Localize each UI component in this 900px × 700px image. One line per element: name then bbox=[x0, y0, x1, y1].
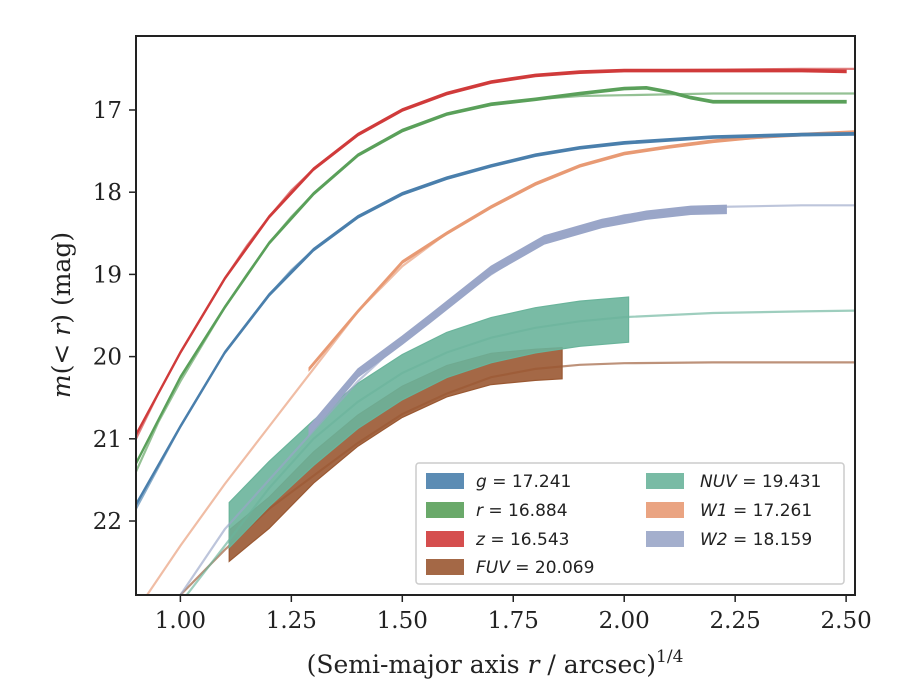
legend-swatch-w2 bbox=[646, 531, 684, 547]
y-axis-title-m: m bbox=[47, 374, 76, 398]
series-nuv-profile-band bbox=[228, 296, 630, 550]
legend-swatch-g bbox=[426, 473, 464, 489]
legend-label-r: r = 16.884 bbox=[476, 501, 568, 521]
y-axis-title-unit: ) (mag) bbox=[47, 232, 76, 324]
x-axis-title-main: (Semi-major axis bbox=[307, 650, 528, 679]
y-axis-title: m(< r) (mag) bbox=[47, 232, 76, 398]
y-tick-label: 20 bbox=[93, 345, 122, 371]
y-tick-label: 22 bbox=[93, 509, 122, 535]
y-tick-label: 18 bbox=[93, 180, 122, 206]
y-tick-label: 17 bbox=[93, 98, 122, 124]
legend-label-w1: W1 = 17.261 bbox=[700, 501, 812, 521]
x-tick-label: 1.00 bbox=[155, 608, 206, 634]
series-r-model-line bbox=[136, 92, 855, 473]
series-r-profile-band bbox=[136, 85, 847, 465]
legend-swatch-nuv bbox=[646, 473, 684, 489]
x-axis-title-power: 1/4 bbox=[656, 647, 683, 667]
y-axis-title-arg: (< bbox=[47, 336, 76, 375]
legend-label-z: z = 16.543 bbox=[475, 530, 569, 550]
series-g-profile-band bbox=[136, 131, 855, 508]
legend-label-g: g = 17.241 bbox=[476, 472, 571, 492]
series-w1-profile-band bbox=[308, 130, 855, 372]
legend-label-fuv: FUV = 20.069 bbox=[476, 558, 594, 578]
x-tick-label: 2.00 bbox=[599, 608, 650, 634]
y-axis-ticks: 17 18 19 20 21 22 bbox=[93, 98, 136, 535]
x-tick-label: 1.75 bbox=[488, 608, 539, 634]
x-axis-ticks: 1.00 1.25 1.50 1.75 2.00 2.25 2.50 bbox=[155, 595, 872, 634]
y-tick-label: 21 bbox=[93, 427, 122, 453]
y-axis-title-r: r bbox=[47, 322, 76, 336]
legend-swatch-fuv bbox=[426, 559, 464, 575]
legend-label-w2: W2 = 18.159 bbox=[700, 530, 812, 550]
legend-frame bbox=[415, 462, 845, 585]
x-tick-label: 1.50 bbox=[377, 608, 428, 634]
y-tick-label: 19 bbox=[93, 262, 122, 288]
legend: g = 17.241 r = 16.884 z = 16.543 FUV = 20.0… bbox=[415, 462, 845, 585]
plot-frame bbox=[135, 35, 856, 596]
series-z-profile-band bbox=[136, 68, 847, 437]
x-axis-title: (Semi-major axis r / arcsec)1/4 bbox=[307, 647, 684, 679]
x-axis-title-unit: / arcsec) bbox=[539, 650, 656, 679]
legend-swatch-r bbox=[426, 502, 464, 518]
x-tick-label: 2.25 bbox=[710, 608, 761, 634]
x-axis-title-var: r bbox=[528, 650, 542, 679]
series-w2-model-line bbox=[179, 204, 855, 595]
series-layer bbox=[136, 67, 855, 595]
x-tick-label: 2.50 bbox=[821, 608, 872, 634]
series-w2-profile-band bbox=[308, 204, 727, 437]
legend-swatch-z bbox=[426, 531, 464, 547]
x-tick-label: 1.25 bbox=[266, 608, 317, 634]
legend-swatch-w1 bbox=[646, 502, 684, 518]
legend-label-nuv: NUV = 19.431 bbox=[700, 472, 821, 492]
